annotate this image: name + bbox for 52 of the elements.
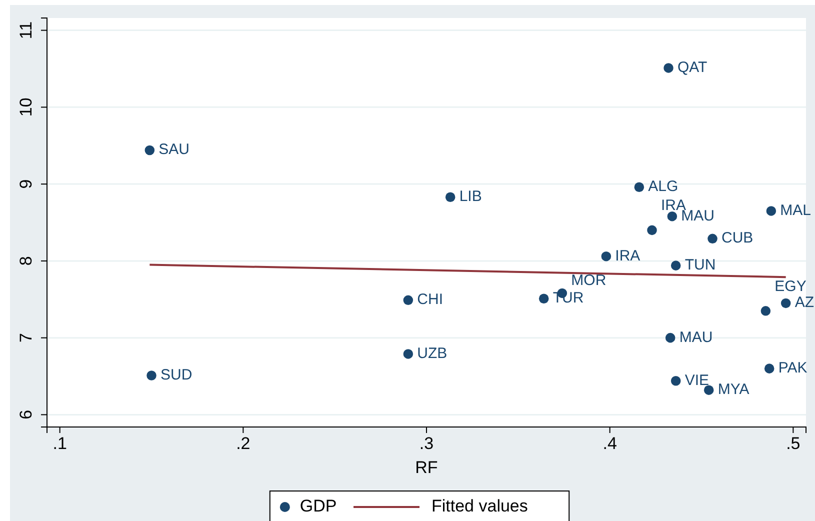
y-tick-label: 11 xyxy=(16,21,36,40)
x-tick-label: .1 xyxy=(52,434,67,454)
point xyxy=(664,63,674,73)
annotation: VIE xyxy=(684,372,710,389)
point xyxy=(780,298,791,308)
annotation: MAU xyxy=(679,328,713,346)
x-axis-title: RF xyxy=(415,458,438,477)
legend-label: GDP xyxy=(300,496,337,516)
annotation: LIB xyxy=(459,188,482,206)
x-tick-label: .5 xyxy=(786,434,800,454)
point xyxy=(538,294,549,304)
point xyxy=(766,206,776,216)
annotation: SAU xyxy=(158,141,190,158)
y-tick-label: 7 xyxy=(16,333,36,343)
point xyxy=(647,225,657,236)
point xyxy=(704,385,714,395)
annotation: MAL xyxy=(780,202,812,219)
point xyxy=(601,251,612,262)
point xyxy=(634,182,644,192)
y-tick-label: 9 xyxy=(16,179,36,189)
annotation: EGY xyxy=(774,278,806,295)
legend-label: Fitted values xyxy=(432,496,528,516)
annotation: ALG xyxy=(648,178,678,196)
y-tick-label: 6 xyxy=(16,410,36,420)
y-tick-label: 10 xyxy=(16,98,36,117)
annotation: CUB xyxy=(722,230,754,247)
annotation: AZ xyxy=(794,294,814,312)
annotation: MYA xyxy=(718,381,750,398)
point xyxy=(708,234,718,244)
y-tick-label: 8 xyxy=(16,256,36,266)
point xyxy=(403,295,414,306)
point xyxy=(670,260,681,270)
point xyxy=(665,332,676,343)
point xyxy=(764,364,774,374)
annotation: CHI xyxy=(417,291,444,308)
point xyxy=(670,376,681,386)
point xyxy=(403,349,414,359)
annotation: QAT xyxy=(678,58,708,76)
point xyxy=(667,211,678,222)
x-tick-label: .4 xyxy=(602,434,617,454)
annotation: MOR xyxy=(571,272,606,290)
annotation: UZB xyxy=(417,344,448,362)
annotation: TUN xyxy=(684,256,716,274)
x-tick-label: .2 xyxy=(236,434,250,454)
point xyxy=(146,370,156,380)
x-tick-label: .3 xyxy=(419,434,434,454)
point xyxy=(144,145,155,156)
annotation: PAK xyxy=(778,360,808,377)
point xyxy=(760,306,771,316)
annotation: IRA xyxy=(615,247,640,264)
annotation: SUD xyxy=(160,366,192,384)
point xyxy=(445,192,456,202)
